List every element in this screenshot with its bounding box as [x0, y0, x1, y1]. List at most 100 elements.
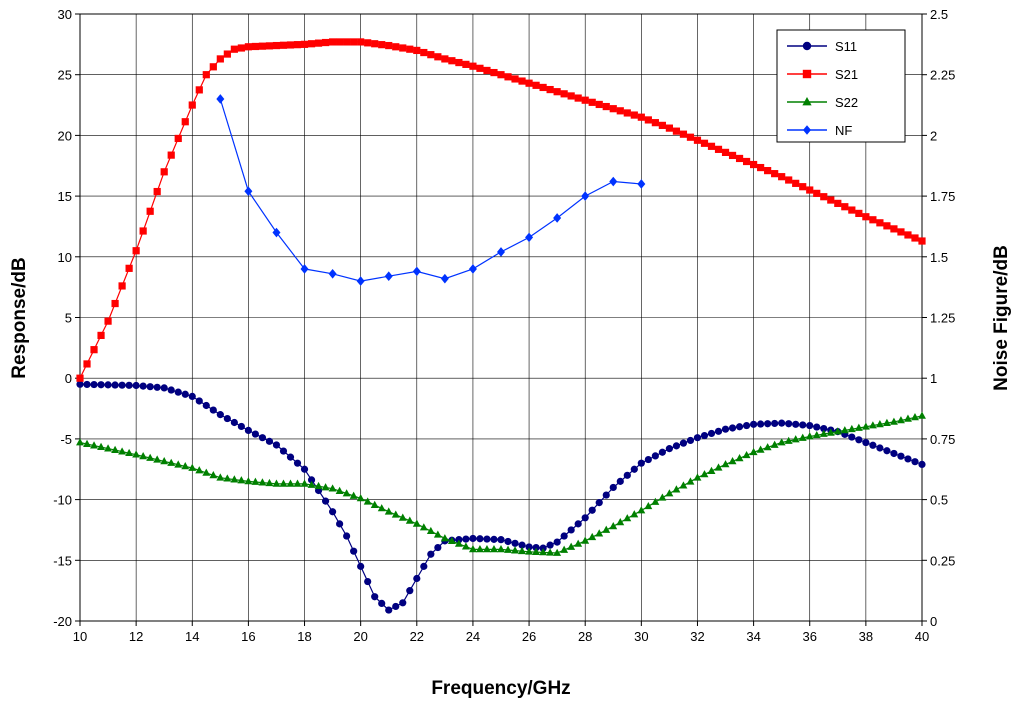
data-point-s22: [356, 494, 365, 502]
data-point-s22: [258, 478, 267, 486]
data-point-s22: [518, 546, 527, 555]
data-point-s21: [897, 228, 905, 236]
data-point-s21: [721, 148, 730, 156]
data-point-s11: [525, 543, 533, 551]
data-point-s11: [623, 471, 631, 479]
data-point-s11: [286, 453, 295, 461]
data-point-s22: [854, 423, 863, 431]
data-point-s22: [630, 510, 639, 518]
legend: S11 S21 S22 NF: [776, 29, 906, 143]
data-point-s22: [461, 542, 470, 550]
data-point-s11: [820, 424, 828, 433]
data-point-s22: [714, 463, 723, 471]
data-point-s22: [525, 547, 534, 555]
data-point-s21: [76, 374, 84, 382]
data-point-s22: [686, 477, 695, 485]
data-point-s22: [595, 529, 604, 537]
data-point-s11: [181, 390, 189, 398]
data-point-s22: [195, 466, 204, 474]
y2-tick-label: 1.25: [930, 311, 955, 326]
data-point-s11: [616, 477, 624, 485]
data-point-s21: [483, 66, 491, 75]
data-point-s22: [840, 426, 849, 434]
data-point-s22: [749, 447, 758, 456]
x-tick-label: 20: [353, 629, 367, 644]
data-point-s11: [350, 547, 358, 555]
x-tick-label: 28: [578, 629, 592, 644]
data-point-s22: [693, 473, 702, 481]
y-tick-label: -20: [53, 614, 72, 629]
data-point-s11: [209, 406, 217, 414]
data-point-s22: [188, 463, 197, 471]
x-tick-label: 32: [690, 629, 704, 644]
data-point-s11: [911, 458, 919, 466]
data-point-s11: [174, 388, 182, 396]
data-point-s11: [244, 426, 252, 435]
data-point-s21: [343, 38, 351, 46]
data-point-s22: [426, 526, 435, 535]
data-point-s22: [707, 466, 716, 474]
x-tick-label: 18: [297, 629, 311, 644]
data-point-s21: [609, 105, 617, 113]
data-point-s21: [357, 38, 365, 46]
y2-tick-label: 0.5: [930, 493, 948, 508]
data-point-s21: [855, 209, 863, 217]
data-point-s22: [553, 548, 562, 556]
data-point-s22: [483, 545, 491, 553]
data-point-s21: [644, 116, 652, 124]
data-point-s11: [364, 577, 372, 586]
data-point-s22: [405, 516, 414, 524]
data-point-s22: [497, 545, 505, 553]
data-point-s22: [468, 545, 477, 553]
data-point-s22: [918, 411, 926, 419]
data-point-s11: [876, 444, 884, 452]
data-point-s21: [420, 48, 428, 57]
data-point-s11: [188, 392, 196, 401]
data-point-s11: [693, 434, 702, 442]
data-point-s21: [399, 44, 407, 52]
data-point-s21: [364, 39, 372, 47]
data-point-s11: [721, 425, 730, 433]
data-point-s21: [602, 102, 610, 111]
legend-item-s11: S11: [787, 39, 857, 54]
data-point-s11: [76, 380, 84, 388]
data-point-s11: [560, 532, 568, 540]
data-point-s21: [132, 247, 140, 255]
data-point-s22: [118, 447, 127, 455]
data-point-s22: [574, 539, 583, 547]
series-group: [76, 38, 926, 614]
data-point-s21: [841, 203, 849, 211]
data-point-s22: [384, 507, 393, 515]
data-point-s11: [104, 381, 112, 389]
data-point-s11: [735, 423, 744, 431]
data-point-s21: [293, 41, 302, 49]
data-point-s11: [771, 419, 779, 428]
data-point-s21: [883, 222, 891, 230]
legend-label: S11: [835, 39, 857, 54]
data-point-s21: [630, 111, 638, 119]
data-point-s21: [392, 43, 400, 51]
data-point-s11: [630, 465, 638, 473]
data-point-s11: [279, 447, 288, 455]
data-point-s21: [785, 176, 793, 184]
data-point-s21: [813, 189, 821, 197]
data-point-s22: [181, 462, 190, 470]
x-tick-label: 26: [522, 629, 536, 644]
data-point-s21: [371, 40, 379, 48]
data-point-s11: [420, 562, 428, 570]
data-point-s22: [83, 439, 91, 447]
data-point-s22: [398, 513, 407, 521]
data-point-s11: [742, 421, 751, 430]
y-axis-title: Response/dB: [9, 257, 30, 378]
legend-swatch-marker: [802, 41, 812, 51]
data-point-s22: [490, 545, 498, 553]
data-point-s11: [406, 587, 414, 595]
data-point-s21: [918, 237, 926, 245]
data-point-s11: [146, 383, 154, 391]
data-point-s21: [90, 346, 98, 354]
data-point-s11: [343, 532, 351, 540]
data-point-s11: [462, 535, 470, 543]
data-point-s11: [385, 606, 393, 614]
data-point-s22: [244, 477, 253, 485]
